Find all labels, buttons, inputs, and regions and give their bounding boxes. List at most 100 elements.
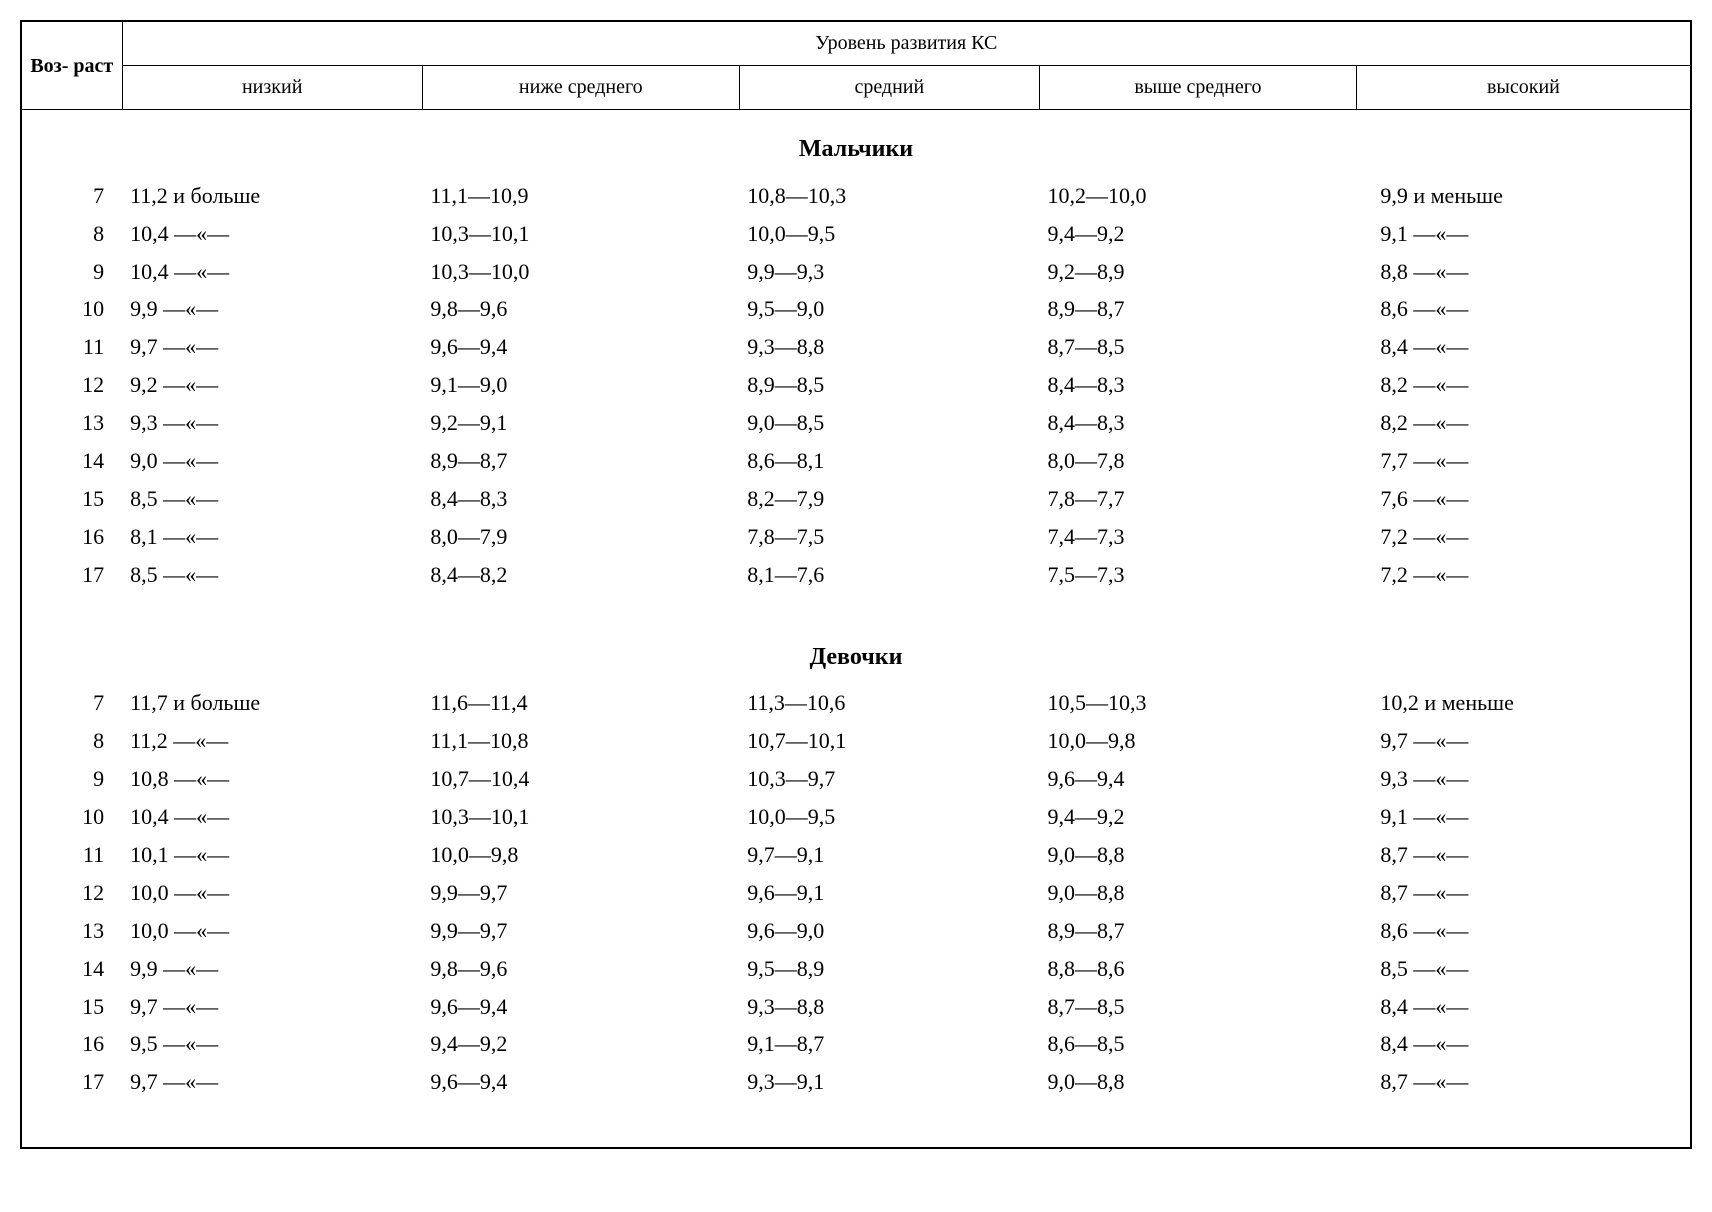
cell-c5: 8,7 —«— [1356, 1063, 1690, 1101]
cell-c5: 8,6 —«— [1356, 912, 1690, 950]
cell-c3: 10,8—10,3 [739, 177, 1039, 215]
data-table: Воз- раст Уровень развития КС низкий ниж… [22, 22, 1690, 1147]
table-row: 711,2 и больше11,1—10,910,8—10,310,2—10,… [22, 177, 1690, 215]
cell-c5: 8,5 —«— [1356, 950, 1690, 988]
cell-c4: 8,4—8,3 [1039, 404, 1356, 442]
cell-c2: 11,1—10,8 [422, 722, 739, 760]
cell-c4: 8,7—8,5 [1039, 988, 1356, 1026]
table-row: 711,7 и больше11,6—11,411,3—10,610,5—10,… [22, 684, 1690, 722]
cell-age: 8 [22, 215, 122, 253]
cell-c1: 9,0 —«— [122, 442, 422, 480]
cell-c4: 9,6—9,4 [1039, 760, 1356, 798]
cell-c4: 7,8—7,7 [1039, 480, 1356, 518]
cell-c5: 7,2 —«— [1356, 556, 1690, 594]
cell-c3: 10,0—9,5 [739, 798, 1039, 836]
cell-c4: 9,0—8,8 [1039, 836, 1356, 874]
cell-age: 13 [22, 912, 122, 950]
cell-age: 15 [22, 480, 122, 518]
cell-c5: 8,4 —«— [1356, 988, 1690, 1026]
table-row: 119,7 —«—9,6—9,49,3—8,88,7—8,58,4 —«— [22, 328, 1690, 366]
cell-c2: 9,6—9,4 [422, 328, 739, 366]
cell-c2: 9,9—9,7 [422, 874, 739, 912]
cell-c4: 10,2—10,0 [1039, 177, 1356, 215]
column-header-below-avg: ниже среднего [422, 66, 739, 110]
table-row: 129,2 —«—9,1—9,08,9—8,58,4—8,38,2 —«— [22, 366, 1690, 404]
cell-age: 11 [22, 836, 122, 874]
cell-c4: 7,4—7,3 [1039, 518, 1356, 556]
cell-c2: 9,9—9,7 [422, 912, 739, 950]
table-row: 810,4 —«—10,3—10,110,0—9,59,4—9,29,1 —«— [22, 215, 1690, 253]
cell-c4: 9,2—8,9 [1039, 253, 1356, 291]
cell-age: 14 [22, 950, 122, 988]
cell-c3: 8,1—7,6 [739, 556, 1039, 594]
cell-c5: 10,2 и меньше [1356, 684, 1690, 722]
table-row: 811,2 —«—11,1—10,810,7—10,110,0—9,89,7 —… [22, 722, 1690, 760]
cell-c3: 8,9—8,5 [739, 366, 1039, 404]
cell-c2: 9,1—9,0 [422, 366, 739, 404]
cell-c1: 9,9 —«— [122, 290, 422, 328]
cell-age: 13 [22, 404, 122, 442]
cell-c2: 11,1—10,9 [422, 177, 739, 215]
cell-c3: 9,7—9,1 [739, 836, 1039, 874]
table-row: 149,9 —«—9,8—9,69,5—8,98,8—8,68,5 —«— [22, 950, 1690, 988]
cell-c1: 9,7 —«— [122, 1063, 422, 1101]
cell-c4: 9,4—9,2 [1039, 798, 1356, 836]
cell-c3: 9,5—9,0 [739, 290, 1039, 328]
cell-c2: 10,7—10,4 [422, 760, 739, 798]
cell-c2: 10,3—10,0 [422, 253, 739, 291]
cell-c5: 8,8 —«— [1356, 253, 1690, 291]
cell-c2: 8,4—8,3 [422, 480, 739, 518]
cell-c1: 10,4 —«— [122, 215, 422, 253]
cell-c4: 8,9—8,7 [1039, 290, 1356, 328]
cell-c3: 7,8—7,5 [739, 518, 1039, 556]
cell-age: 17 [22, 556, 122, 594]
cell-c4: 9,0—8,8 [1039, 1063, 1356, 1101]
cell-c1: 9,3 —«— [122, 404, 422, 442]
cell-c2: 8,4—8,2 [422, 556, 739, 594]
cell-c4: 7,5—7,3 [1039, 556, 1356, 594]
cell-c2: 10,3—10,1 [422, 215, 739, 253]
column-header-low: низкий [122, 66, 422, 110]
table-row: 149,0 —«—8,9—8,78,6—8,18,0—7,87,7 —«— [22, 442, 1690, 480]
cell-c4: 10,0—9,8 [1039, 722, 1356, 760]
column-header-high: высокий [1356, 66, 1690, 110]
cell-c1: 11,7 и больше [122, 684, 422, 722]
cell-c1: 9,5 —«— [122, 1025, 422, 1063]
cell-c5: 8,7 —«— [1356, 836, 1690, 874]
cell-c4: 9,0—8,8 [1039, 874, 1356, 912]
column-header-avg: средний [739, 66, 1039, 110]
cell-c5: 7,6 —«— [1356, 480, 1690, 518]
cell-c2: 11,6—11,4 [422, 684, 739, 722]
table-row: 158,5 —«—8,4—8,38,2—7,97,8—7,77,6 —«— [22, 480, 1690, 518]
table-row: 1210,0 —«—9,9—9,79,6—9,19,0—8,88,7 —«— [22, 874, 1690, 912]
cell-c3: 9,6—9,0 [739, 912, 1039, 950]
cell-age: 7 [22, 177, 122, 215]
table-row: 1310,0 —«—9,9—9,79,6—9,08,9—8,78,6 —«— [22, 912, 1690, 950]
cell-c4: 8,8—8,6 [1039, 950, 1356, 988]
cell-c1: 9,7 —«— [122, 328, 422, 366]
cell-c3: 9,3—8,8 [739, 328, 1039, 366]
table-row: 168,1 —«—8,0—7,97,8—7,57,4—7,37,2 —«— [22, 518, 1690, 556]
cell-c2: 9,6—9,4 [422, 988, 739, 1026]
cell-c1: 10,0 —«— [122, 912, 422, 950]
cell-c4: 8,0—7,8 [1039, 442, 1356, 480]
section-title: Мальчики [22, 110, 1690, 177]
table-row: 169,5 —«—9,4—9,29,1—8,78,6—8,58,4 —«— [22, 1025, 1690, 1063]
cell-c2: 10,0—9,8 [422, 836, 739, 874]
table-row: 910,8 —«—10,7—10,410,3—9,79,6—9,49,3 —«— [22, 760, 1690, 798]
cell-age: 9 [22, 760, 122, 798]
cell-c5: 9,9 и меньше [1356, 177, 1690, 215]
table-row: 139,3 —«—9,2—9,19,0—8,58,4—8,38,2 —«— [22, 404, 1690, 442]
cell-c2: 9,2—9,1 [422, 404, 739, 442]
cell-c5: 8,4 —«— [1356, 1025, 1690, 1063]
cell-age: 14 [22, 442, 122, 480]
column-header-above-avg: выше среднего [1039, 66, 1356, 110]
cell-c2: 9,8—9,6 [422, 290, 739, 328]
cell-age: 17 [22, 1063, 122, 1101]
cell-c1: 9,9 —«— [122, 950, 422, 988]
cell-c2: 8,9—8,7 [422, 442, 739, 480]
cell-c1: 8,5 —«— [122, 556, 422, 594]
data-table-container: Воз- раст Уровень развития КС низкий ниж… [20, 20, 1692, 1149]
cell-c1: 8,5 —«— [122, 480, 422, 518]
cell-c4: 8,9—8,7 [1039, 912, 1356, 950]
